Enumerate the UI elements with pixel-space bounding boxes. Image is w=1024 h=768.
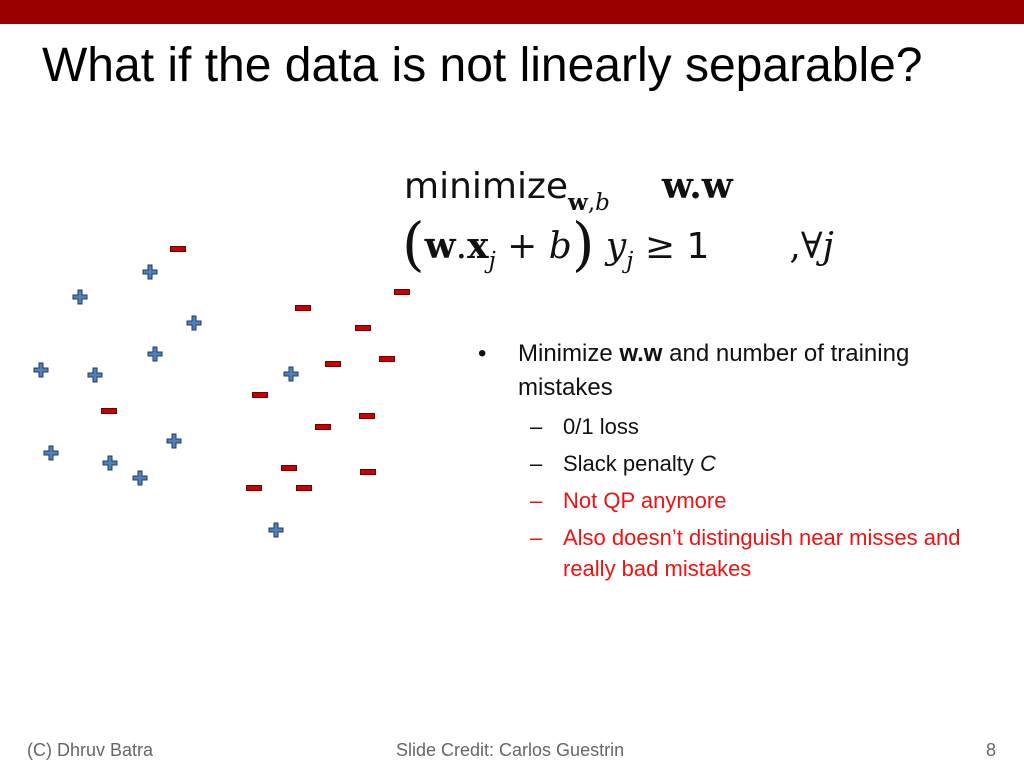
plus-point: [186, 315, 202, 331]
bullet-list: • Minimize w.w and number of training mi…: [478, 337, 998, 584]
bullet-item-main: • Minimize w.w and number of training mi…: [478, 337, 998, 405]
minus-point: [325, 361, 341, 367]
minus-point: [246, 485, 262, 491]
footer-credit: Slide Credit: Carlos Guestrin: [396, 740, 625, 760]
plus-point: [72, 289, 88, 305]
minus-point: [315, 424, 331, 430]
header-bar: [0, 0, 1024, 24]
sub-bullet-near-misses: – Also doesn’t distinguish near misses an…: [530, 525, 961, 581]
minus-point: [170, 246, 186, 252]
sub-bullet-list: –0/1 loss – Slack penalty C – Not QP anymo…: [478, 411, 998, 584]
formula-objective: minimizew,b w.w: [404, 162, 733, 216]
minus-point: [359, 413, 375, 419]
plus-point: [132, 470, 148, 486]
minus-point: [360, 469, 376, 475]
sub-bullet-loss: –0/1 loss: [530, 414, 639, 439]
footer-copyright: (C) Dhruv Batra: [27, 740, 154, 760]
minus-point: [281, 465, 297, 471]
plus-point: [87, 367, 103, 383]
plus-point: [142, 264, 158, 280]
sub-bullet-not-qp: – Not QP anymore: [530, 488, 727, 513]
minus-point: [355, 325, 371, 331]
formula-constraint: (w.xj + b) yj ≥ 1 ,∀j: [402, 210, 834, 278]
minus-point: [394, 289, 410, 295]
plus-point: [33, 362, 49, 378]
plus-point: [268, 522, 284, 538]
sub-bullet-slack: – Slack penalty C: [530, 451, 716, 476]
formula-subscript: w,b: [568, 189, 610, 216]
minus-point: [379, 356, 395, 362]
slide-title: What if the data is not linearly separab…: [42, 39, 923, 92]
bullet-marker: •: [478, 340, 487, 367]
plus-point: [166, 433, 182, 449]
page-number: 8: [986, 740, 997, 760]
plus-point: [43, 445, 59, 461]
plus-point: [283, 366, 299, 382]
minus-point: [296, 485, 312, 491]
plus-point: [102, 455, 118, 471]
formula-minimize: minimize: [404, 166, 569, 207]
minus-point: [252, 392, 268, 398]
formula-objective-term: w.w: [661, 165, 733, 207]
minus-point: [101, 408, 117, 414]
minus-point: [295, 305, 311, 311]
plus-point: [147, 346, 163, 362]
